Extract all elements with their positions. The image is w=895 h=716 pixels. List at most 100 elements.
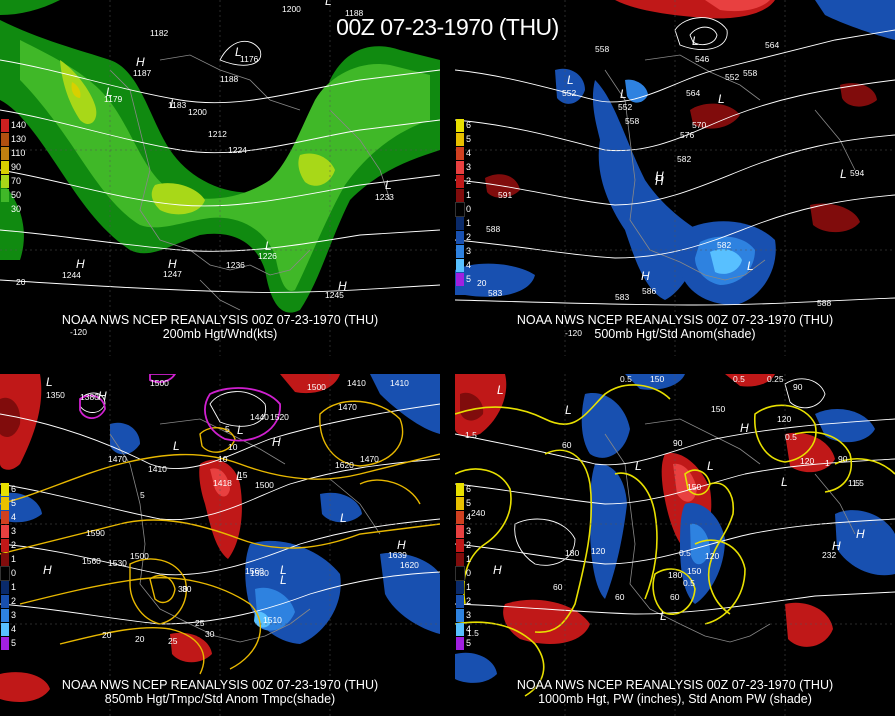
legend-item: 5 [455,496,489,510]
low-pressure-mark: L [325,0,332,8]
contour-label: 90 [793,382,803,392]
contour-label: 1.5 [465,430,477,440]
map-1000mb: 0.5 150 0.5 0.25901501201.5600.59011.515012… [455,374,895,716]
contour-label: 5 [225,424,230,434]
low-pressure-mark: L [236,469,243,483]
contour-label: 1410 [148,464,167,474]
legend-label: 2 [466,176,472,186]
legend-label: 3 [11,610,17,620]
contour-label: 1 [825,458,830,468]
coastlines [109,418,381,643]
caption-line-1: NOAA NWS NCEP REANALYSIS 00Z 07-23-1970 … [516,678,834,692]
contour-label: 15 [238,470,248,480]
contour-label: 1500 [255,480,274,490]
legend-item: 4 [455,510,489,524]
legend-swatch [456,637,464,650]
legend-item: 3 [455,608,489,622]
legend-swatch [456,189,464,202]
legend-label: 140 [11,120,27,130]
contour-label: 20 [16,277,26,287]
low-pressure-mark: L [106,85,113,99]
legend-label: 2 [466,540,472,550]
contour-label: 0.5 [733,374,745,384]
height-contours [455,378,895,615]
legend-swatch [456,539,464,552]
caption-line-2: 850mb Hgt/Tmpc/Std Anom Tmpc(shade) [104,692,336,706]
contour-labels: 0.5 150 0.5 0.25901501201.5600.59011.515012… [465,374,864,638]
legend-swatch [456,525,464,538]
legend-item: 5 [0,496,34,510]
legend-item: 5 [455,272,489,286]
contour-label: 582 [717,240,731,250]
high-pressure-mark: H [338,279,347,293]
contour-label: 90 [838,454,848,464]
high-pressure-mark: H [641,269,650,283]
contour-label: 570 [692,120,706,130]
legend-swatch [456,581,464,594]
legend-label: 0 [466,204,472,214]
legend-label: 3 [466,246,472,256]
contour-label: 546 [695,54,709,64]
contour-label: 120 [777,414,791,424]
legend-swatch [1,189,9,202]
legend-item: 1 [455,580,489,594]
legend-label: 90 [11,162,22,172]
contour-label: 594 [850,168,864,178]
contour-label: 90 [673,438,683,448]
legend-item: 6 [0,482,34,496]
legend-swatch [456,497,464,510]
legend-swatch [1,161,9,174]
panel-200mb: 1200 1188 1182 1187 1179 1183 1176 1188 1200 1212… [0,0,440,356]
panel-1000mb: 0.5 150 0.5 0.25 90 150 120 1.5 60 0.5 90 1 1.5 150 12… [455,374,895,716]
low-pressure-mark: L [620,87,627,101]
legend-swatch [455,202,465,217]
contour-label: 60 [615,592,625,602]
legend-item: 4 [0,622,34,636]
legend-label: 3 [466,610,472,620]
contour-label: 552 [725,72,739,82]
height-contours [0,40,440,293]
contour-label: 20 [135,634,145,644]
contour-label: 150 [687,566,701,576]
legend-label: 5 [466,498,472,508]
legend-label: 70 [11,176,22,186]
legend-item: 0 [455,566,489,581]
contour-label: 1224 [228,145,247,155]
legend-swatch [1,203,9,216]
contour-label: 0.5 [785,432,797,442]
contour-label: 20 [102,630,112,640]
legend-item: 1 [455,216,489,230]
contour-label: 60 [670,592,680,602]
legend-label: 2 [11,596,17,606]
contour-label: 1245 [325,290,344,300]
legend-swatch [456,609,464,622]
contour-label: 1244 [62,270,81,280]
legend-item: 3 [455,160,489,174]
legend-item: 1 [0,580,34,594]
legend-swatch [1,175,9,188]
legend-swatch [1,119,9,132]
legend-label: 2 [466,596,472,606]
high-pressure-mark: H [493,563,502,577]
contour-label: 1620 [400,560,419,570]
contour-label: 564 [765,40,779,50]
contour-labels: 1200 118811821187117911831176118812001212… [16,4,394,337]
contour-label: 30 [178,584,188,594]
map-title: 00Z 07-23-1970 (THU) [336,14,559,40]
contour-label: 1560 [82,556,101,566]
legend-item: 30 [0,202,34,216]
height-contours [455,17,895,306]
contour-label: 150 [650,374,664,384]
contour-label: 552 [562,88,576,98]
legend-label: 110 [11,148,26,158]
high-pressure-mark: H [43,563,52,577]
caption-line-2: 200mb Hgt/Wnd(kts) [162,327,278,341]
low-pressure-mark: L [340,511,347,525]
legend-item: 130 [0,132,34,146]
high-pressure-mark: H [98,389,107,403]
high-pressure-mark: H [397,538,406,552]
contour-label: 1520 [270,412,289,422]
